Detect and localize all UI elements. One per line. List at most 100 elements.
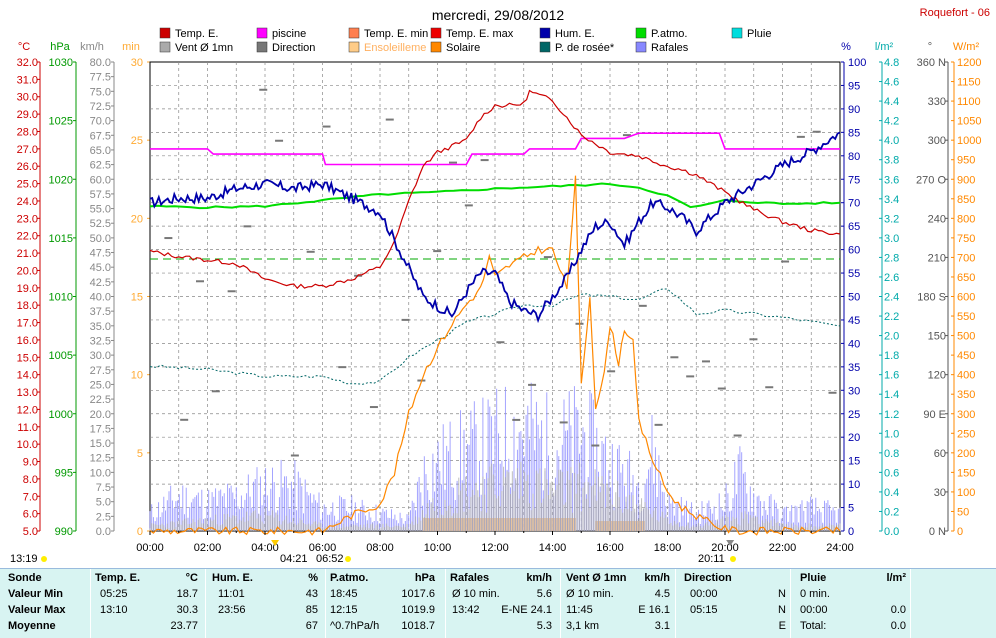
kmh-tick-label: 52.5 bbox=[90, 218, 111, 230]
wm2-tick-label: 750 bbox=[957, 233, 975, 245]
wm2-tick-label: 1100 bbox=[957, 96, 981, 108]
summary-cell: 1018.7 bbox=[401, 620, 435, 632]
summary-divider bbox=[675, 569, 676, 638]
wm2-tick-label: 150 bbox=[957, 467, 975, 479]
rain-tick-label: 2.0 bbox=[884, 331, 899, 343]
summary-header: Sonde bbox=[8, 572, 42, 584]
summary-cell: Ø 10 min. bbox=[452, 588, 500, 600]
pct-tick-label: 20 bbox=[848, 432, 860, 444]
dir-tick-label: 270 O bbox=[916, 174, 946, 186]
temp-tick-label: 8.0 bbox=[23, 474, 38, 486]
wm2-tick-label: 500 bbox=[957, 331, 975, 343]
sunset-marker bbox=[726, 540, 735, 546]
wm2-tick-label: 650 bbox=[957, 272, 975, 284]
summary-divider bbox=[560, 569, 561, 638]
rain-tick-label: 1.2 bbox=[884, 409, 899, 421]
temp-tick-label: 23.0 bbox=[17, 213, 38, 225]
dir-tick-label: 90 E bbox=[923, 409, 946, 421]
rain-tick-label: 1.8 bbox=[884, 350, 899, 362]
summary-header: °C bbox=[185, 572, 198, 584]
summary-row-label: Valeur Max bbox=[8, 604, 66, 616]
pct-tick-label: 65 bbox=[848, 221, 860, 233]
pct-tick-label: 85 bbox=[848, 127, 860, 139]
temp-tick-label: 28.0 bbox=[17, 126, 38, 138]
summary-cell: 23:56 bbox=[218, 604, 246, 616]
axis-unit-left: km/h bbox=[80, 41, 104, 53]
summary-header: Hum. E. bbox=[212, 572, 253, 584]
temp-tick-label: 11.0 bbox=[17, 422, 38, 434]
wm2-tick-label: 400 bbox=[957, 370, 975, 382]
sun-icon bbox=[41, 556, 47, 562]
legend-label: Direction bbox=[272, 42, 315, 54]
legend-swatch bbox=[348, 27, 360, 39]
pct-tick-label: 80 bbox=[848, 151, 860, 163]
time-tick-label: 04:00 bbox=[251, 542, 279, 554]
kmh-tick-label: 30.0 bbox=[90, 350, 111, 362]
pct-tick-label: 0 bbox=[848, 526, 854, 538]
rain-tick-label: 0.8 bbox=[884, 448, 899, 460]
summary-cell: 00:00 bbox=[800, 604, 828, 616]
pct-tick-label: 70 bbox=[848, 198, 860, 210]
summary-header: Temp. E. bbox=[95, 572, 141, 584]
legend-label: P.atmo. bbox=[651, 28, 688, 40]
summary-cell: E bbox=[778, 620, 786, 632]
sunset1-time: 20:11 bbox=[698, 553, 725, 565]
time-tick-label: 20:00 bbox=[711, 542, 739, 554]
hpa-tick-label: 995 bbox=[55, 467, 73, 479]
summary-header: Vent Ø 1mn bbox=[566, 572, 627, 584]
legend-swatch bbox=[731, 27, 743, 39]
temp-tick-label: 27.0 bbox=[17, 144, 38, 156]
axis-units: °C hPa km/h min% l/m² ° W/m² bbox=[18, 41, 980, 53]
legend: Temp. E. piscine Temp. E. min Temp. E. max H… bbox=[159, 27, 771, 54]
legend-label: Solaire bbox=[446, 42, 480, 54]
kmh-tick-label: 47.5 bbox=[90, 248, 111, 260]
hpa-tick-label: 1000 bbox=[49, 409, 73, 421]
legend-label: Temp. E. min bbox=[364, 28, 428, 40]
summary-row-label: Valeur Min bbox=[8, 588, 64, 600]
pct-tick-label: 35 bbox=[848, 362, 860, 374]
rain-tick-label: 4.4 bbox=[884, 96, 899, 108]
kmh-tick-label: 12.5 bbox=[90, 453, 111, 465]
dir-tick-label: 300 bbox=[928, 135, 946, 147]
axis-unit-left: hPa bbox=[50, 41, 70, 53]
sunrise-marker bbox=[271, 540, 280, 546]
summary-cell: 3,1 km bbox=[566, 620, 600, 632]
series-temp bbox=[149, 89, 841, 290]
time-axis: 00:00 02:00 04:00 06:00 08:00 10:00 12:00 14:00… bbox=[136, 531, 854, 554]
pct-tick-label: 75 bbox=[848, 174, 860, 186]
hpa-tick-label: 1030 bbox=[49, 57, 73, 69]
summary-cell: 11:45 bbox=[566, 604, 593, 616]
hpa-tick-label: 1025 bbox=[49, 116, 73, 128]
kmh-tick-label: 35.0 bbox=[90, 321, 111, 333]
summary-cell: 30.3 bbox=[176, 604, 198, 616]
wm2-tick-label: 300 bbox=[957, 409, 975, 421]
dir-tick-label: 150 bbox=[928, 331, 946, 343]
time-tick-label: 02:00 bbox=[194, 542, 222, 554]
rain-tick-label: 4.8 bbox=[884, 57, 899, 69]
time-tick-label: 00:00 bbox=[136, 542, 164, 554]
rain-tick-label: 0.6 bbox=[884, 467, 899, 479]
rain-tick-label: 4.0 bbox=[884, 135, 899, 147]
dir-tick-label: 60 bbox=[934, 448, 946, 460]
rain-tick-label: 2.2 bbox=[884, 311, 899, 323]
summary-cell: 11:01 bbox=[218, 588, 245, 600]
wm2-tick-label: 1150 bbox=[957, 77, 981, 89]
sunrise1-time: 04:21 bbox=[280, 553, 308, 565]
temp-tick-label: 22.0 bbox=[17, 231, 38, 243]
wm2-tick-label: 1000 bbox=[957, 135, 981, 147]
pct-tick-label: 40 bbox=[848, 338, 860, 350]
series-humidity bbox=[149, 131, 841, 324]
rain-tick-label: 2.8 bbox=[884, 252, 899, 264]
dir-tick-label: 0 N bbox=[929, 526, 946, 538]
time-tick-label: 06:00 bbox=[309, 542, 337, 554]
rain-tick-label: 4.6 bbox=[884, 77, 899, 89]
rain-tick-label: 0.2 bbox=[884, 506, 899, 518]
summary-divider bbox=[790, 569, 791, 638]
summary-cell: 18:45 bbox=[330, 588, 358, 600]
rain-tick-label: 1.4 bbox=[884, 389, 899, 401]
kmh-tick-label: 75.0 bbox=[90, 86, 111, 98]
pct-tick-label: 100 bbox=[848, 57, 866, 69]
summary-cell: N bbox=[778, 588, 786, 600]
pct-tick-label: 60 bbox=[848, 245, 860, 257]
summary-cell: 00:00 bbox=[690, 588, 718, 600]
